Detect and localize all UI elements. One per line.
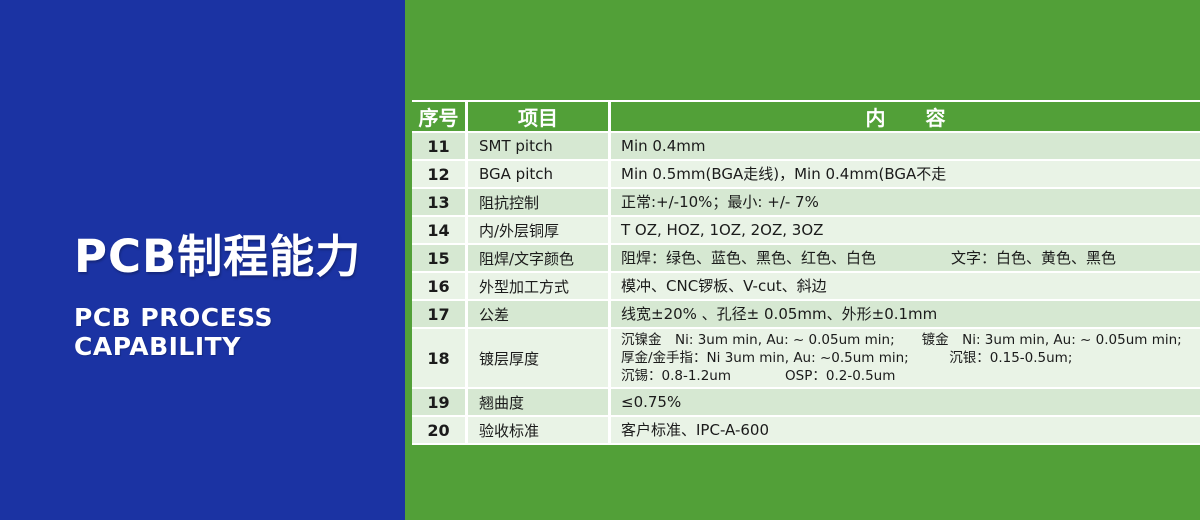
item-cell: 阻焊/文字颜色 (468, 245, 608, 271)
row-number-cell: 18 (412, 329, 465, 387)
item-cell: 内/外层铜厚 (468, 217, 608, 243)
content-line: 客户标准、IPC-A-600 (621, 420, 770, 439)
item-cell: SMT pitch (468, 133, 608, 159)
pcb-capability-table: 序号 项目 内 容 11 SMT pitch Min 0.4mm 12 BGA pitc… (412, 100, 1200, 445)
content-line: 阻焊：绿色、蓝色、黑色、红色、白色 文字：白色、黄色、黑色 (621, 248, 1117, 267)
table-row: 14 内/外层铜厚 T OZ, HOZ, 1OZ, 2OZ, 3OZ (412, 217, 1200, 243)
content-line: Min 0.4mm (621, 136, 706, 155)
content-cell: 沉镍金 Ni: 3um min, Au: ~ 0.05um min; 镀金 Ni… (611, 329, 1200, 387)
content-line: Min 0.5mm(BGA走线)，Min 0.4mm(BGA不走 (621, 164, 947, 183)
row-number-cell: 13 (412, 189, 465, 215)
item-cell: BGA pitch (468, 161, 608, 187)
content-line: 线宽±20% 、孔径± 0.05mm、外形±0.1mm (621, 304, 938, 323)
item-cell: 公差 (468, 301, 608, 327)
item-cell: 验收标准 (468, 417, 608, 443)
table-row: 18 镀层厚度 沉镍金 Ni: 3um min, Au: ~ 0.05um min;… (412, 329, 1200, 387)
item-cell: 阻抗控制 (468, 189, 608, 215)
subtitle-line-1: PCB PROCESS (74, 303, 274, 332)
page-subtitle: PCB PROCESS CAPABILITY (74, 303, 361, 361)
header-cell-item: 项目 (468, 102, 608, 131)
content-line: ≤0.75% (621, 392, 682, 411)
content-cell: Min 0.5mm(BGA走线)，Min 0.4mm(BGA不走 (611, 161, 1200, 187)
table-row: 13 阻抗控制 正常:+/-10%；最小: +/- 7% (412, 189, 1200, 215)
content-cell: Min 0.4mm (611, 133, 1200, 159)
content-cell: ≤0.75% (611, 389, 1200, 415)
row-number-cell: 16 (412, 273, 465, 299)
header-cell-no: 序号 (412, 102, 465, 131)
content-line: 沉锡：0.8-1.2um OSP：0.2-0.5um (621, 368, 896, 384)
content-cell: T OZ, HOZ, 1OZ, 2OZ, 3OZ (611, 217, 1200, 243)
content-line: 沉镍金 Ni: 3um min, Au: ~ 0.05um min; 镀金 Ni… (621, 332, 1182, 348)
table-row: 16 外型加工方式 模冲、CNC锣板、V-cut、斜边 (412, 273, 1200, 299)
item-cell: 翘曲度 (468, 389, 608, 415)
content-line: T OZ, HOZ, 1OZ, 2OZ, 3OZ (621, 220, 824, 239)
row-number-cell: 17 (412, 301, 465, 327)
table-row: 17 公差 线宽±20% 、孔径± 0.05mm、外形±0.1mm (412, 301, 1200, 327)
content-cell: 阻焊：绿色、蓝色、黑色、红色、白色 文字：白色、黄色、黑色 (611, 245, 1200, 271)
content-cell: 客户标准、IPC-A-600 (611, 417, 1200, 443)
table-row: 15 阻焊/文字颜色 阻焊：绿色、蓝色、黑色、红色、白色 文字：白色、黄色、黑色 (412, 245, 1200, 271)
content-line: 模冲、CNC锣板、V-cut、斜边 (621, 276, 827, 295)
row-number-cell: 20 (412, 417, 465, 443)
item-cell: 镀层厚度 (468, 329, 608, 387)
content-line: 厚金/金手指：Ni 3um min, Au: ~0.5um min; 沉银：0.… (621, 350, 1073, 366)
row-number-cell: 12 (412, 161, 465, 187)
content-cell: 线宽±20% 、孔径± 0.05mm、外形±0.1mm (611, 301, 1200, 327)
subtitle-line-2: CAPABILITY (74, 332, 241, 361)
table-row: 19 翘曲度 ≤0.75% (412, 389, 1200, 415)
row-number-cell: 14 (412, 217, 465, 243)
item-cell: 外型加工方式 (468, 273, 608, 299)
page-title: PCB制程能力 (74, 230, 362, 283)
row-number-cell: 11 (412, 133, 465, 159)
content-cell: 正常:+/-10%；最小: +/- 7% (611, 189, 1200, 215)
right-panel: 序号 项目 内 容 11 SMT pitch Min 0.4mm 12 BGA pitc… (405, 0, 1200, 520)
table-row: 12 BGA pitch Min 0.5mm(BGA走线)，Min 0.4mm(BG… (412, 161, 1200, 187)
content-line: 正常:+/-10%；最小: +/- 7% (621, 192, 819, 211)
left-panel: PCB制程能力 PCB PROCESS CAPABILITY (0, 0, 405, 520)
row-number-cell: 19 (412, 389, 465, 415)
table-row: 20 验收标准 客户标准、IPC-A-600 (412, 417, 1200, 443)
row-number-cell: 15 (412, 245, 465, 271)
content-cell: 模冲、CNC锣板、V-cut、斜边 (611, 273, 1200, 299)
table-header-row: 序号 项目 内 容 (412, 102, 1200, 131)
table-row: 11 SMT pitch Min 0.4mm (412, 133, 1200, 159)
header-cell-content: 内 容 (611, 102, 1200, 131)
title-block: PCB制程能力 PCB PROCESS CAPABILITY (74, 220, 361, 361)
